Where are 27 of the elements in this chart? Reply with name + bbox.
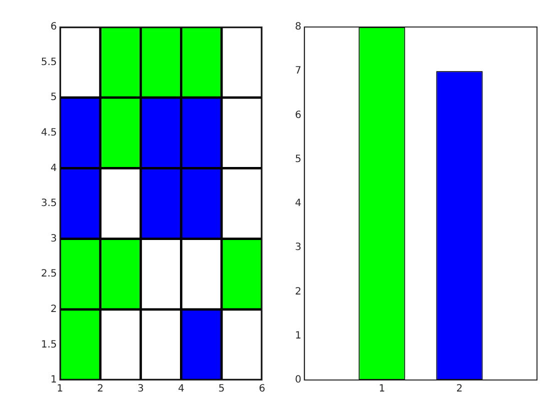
- y-tick-label: 7: [294, 66, 302, 77]
- y-tick-label: 1: [294, 330, 302, 342]
- y-tick-label: 1: [50, 374, 57, 386]
- y-tick-label: 5: [50, 92, 57, 104]
- y-tick-label: 2.5: [40, 268, 57, 280]
- y-tick-label: 5.5: [40, 56, 57, 68]
- y-tick-label: 3.5: [40, 198, 57, 210]
- y-tick-label: 3: [294, 242, 302, 254]
- y-tick-label: 5: [294, 154, 302, 165]
- x-tick-label: 4: [178, 384, 184, 395]
- y-tick-label: 2: [50, 304, 57, 315]
- y-tick-label: 4: [294, 198, 302, 210]
- x-tick-label: 1: [378, 384, 386, 395]
- y-tick-label: 2: [294, 286, 302, 298]
- x-tick-label: 6: [258, 384, 266, 395]
- x-tick-label: 3: [138, 384, 144, 395]
- y-tick-label: 4.5: [40, 127, 57, 138]
- y-tick-label: 8: [294, 22, 302, 33]
- x-tick-label: 2: [456, 384, 463, 395]
- y-tick-label: 6: [294, 110, 302, 121]
- y-tick-label: 1.5: [40, 339, 57, 350]
- x-tick-label: 5: [218, 384, 225, 395]
- x-tick-label: 2: [97, 384, 104, 395]
- y-tick-label: 0: [294, 374, 302, 386]
- y-tick-label: 3: [50, 233, 57, 244]
- y-tick-label: 6: [50, 22, 57, 33]
- y-tick-label: 4: [50, 162, 57, 174]
